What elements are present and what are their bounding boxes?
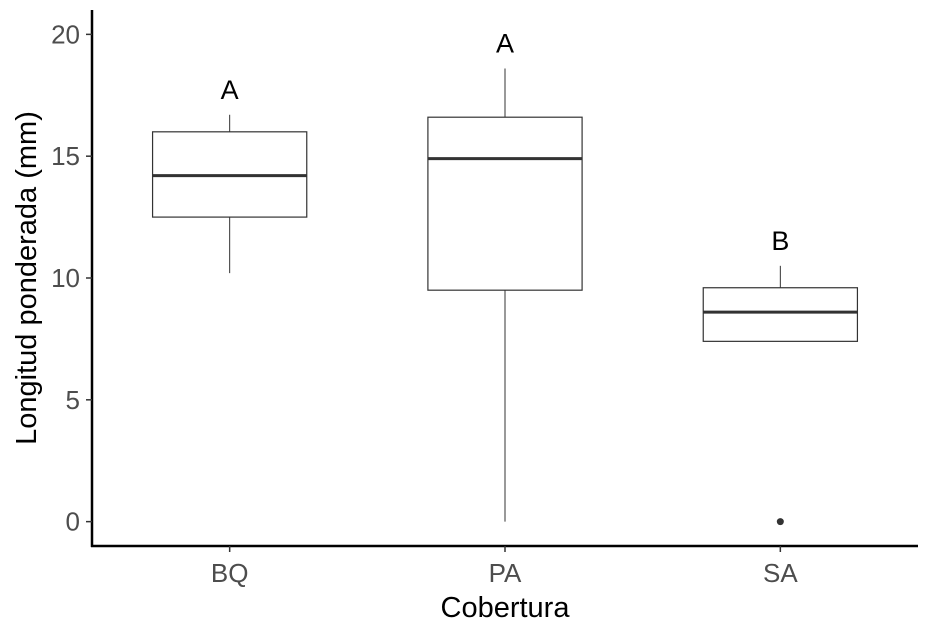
boxes: A A B	[151, 28, 859, 526]
box-pa: A	[427, 28, 583, 522]
y-axis-title: Longitud ponderada (mm)	[11, 111, 43, 445]
x-axis-title: Cobertura	[441, 592, 571, 624]
group-letter: A	[496, 28, 514, 58]
box-iqr	[427, 116, 583, 291]
labels: Cobertura Longitud ponderada (mm)	[11, 111, 570, 624]
y-tick-label: 10	[51, 263, 80, 293]
x-tick-label: PA	[489, 558, 522, 588]
x-tick-label: SA	[763, 558, 798, 588]
box-bq: A	[151, 75, 308, 274]
axes: 0 5 10 15 20 BQ PA SA	[51, 10, 918, 588]
group-letter: A	[221, 75, 239, 105]
group-letter: B	[771, 226, 789, 256]
outlier-point	[776, 518, 784, 526]
x-tick-label: BQ	[211, 558, 249, 588]
y-tick-label: 5	[66, 385, 80, 415]
y-tick-label: 15	[51, 141, 80, 171]
box-sa: B	[702, 226, 859, 526]
y-tick-label: 20	[51, 19, 80, 49]
y-tick-label: 0	[66, 507, 80, 537]
box-iqr	[702, 287, 859, 342]
